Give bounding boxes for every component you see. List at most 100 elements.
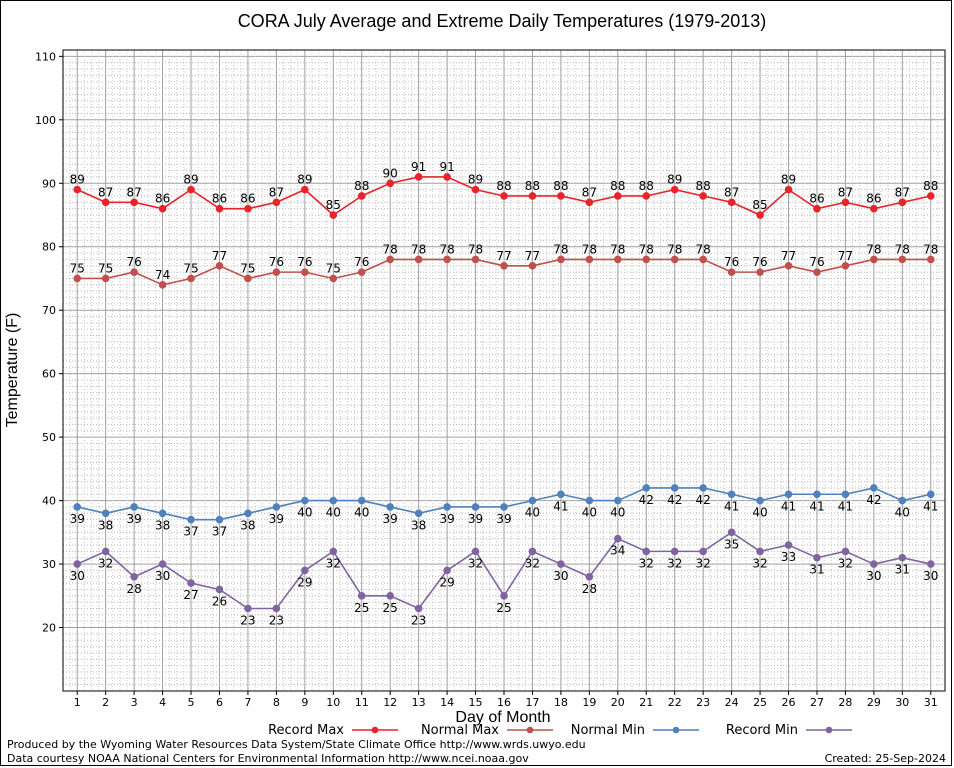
- data-point: [101, 547, 110, 556]
- data-point: [272, 198, 281, 207]
- data-label: 88: [553, 179, 568, 193]
- data-point: [73, 274, 82, 283]
- data-label: 91: [411, 160, 426, 174]
- data-label: 77: [838, 249, 853, 263]
- x-tick-label: 4: [159, 696, 166, 709]
- data-point: [642, 192, 651, 200]
- data-label: 41: [809, 499, 824, 513]
- data-label: 75: [240, 261, 255, 275]
- legend-marker: [371, 726, 379, 734]
- data-point: [784, 541, 793, 549]
- data-label: 87: [582, 185, 597, 199]
- data-point: [73, 185, 82, 194]
- data-point: [301, 268, 309, 276]
- x-tick-label: 29: [867, 696, 881, 709]
- data-label: 33: [781, 550, 796, 564]
- data-label: 41: [923, 499, 938, 513]
- chart-title: CORA July Average and Extreme Daily Temp…: [238, 11, 767, 31]
- y-tick-label: 50: [42, 431, 56, 444]
- x-tick-label: 18: [554, 696, 568, 709]
- x-tick-label: 31: [924, 696, 938, 709]
- data-point: [813, 553, 821, 562]
- data-point: [614, 534, 622, 543]
- data-point: [642, 484, 651, 492]
- data-point: [443, 503, 451, 511]
- data-point: [841, 490, 850, 499]
- x-tick-label: 9: [301, 696, 308, 709]
- data-label: 41: [724, 499, 739, 513]
- data-point: [414, 604, 423, 613]
- data-label: 75: [98, 261, 113, 275]
- data-label: 42: [639, 493, 654, 507]
- data-point: [898, 198, 907, 207]
- legend-label: Normal Max: [421, 723, 499, 738]
- data-point: [357, 268, 366, 276]
- data-point: [557, 490, 565, 499]
- x-tick-label: 27: [810, 696, 824, 709]
- data-point: [329, 496, 338, 505]
- y-tick-label: 80: [42, 241, 56, 254]
- data-point: [699, 547, 707, 556]
- data-label: 78: [866, 242, 881, 256]
- data-point: [386, 592, 394, 600]
- data-label: 38: [98, 518, 113, 532]
- data-label: 25: [496, 601, 511, 615]
- data-label: 30: [553, 569, 568, 583]
- data-label: 88: [923, 179, 938, 193]
- data-point: [158, 281, 167, 289]
- data-point: [898, 255, 907, 264]
- data-point: [244, 509, 252, 518]
- data-label: 78: [667, 242, 682, 256]
- data-label: 78: [439, 242, 454, 256]
- data-point: [73, 560, 82, 568]
- data-point: [130, 198, 138, 207]
- legend-label: Normal Min: [571, 723, 645, 738]
- data-label: 32: [838, 556, 853, 570]
- data-label: 32: [326, 556, 341, 570]
- x-tick-label: 13: [412, 696, 426, 709]
- y-tick-label: 110: [35, 50, 56, 63]
- data-point: [130, 572, 138, 581]
- data-point: [813, 204, 821, 213]
- legend-marker: [825, 726, 833, 734]
- data-point: [443, 566, 451, 575]
- data-point: [187, 274, 195, 283]
- y-tick-label: 70: [42, 304, 56, 317]
- data-point: [784, 261, 793, 270]
- data-label: 40: [326, 506, 341, 520]
- data-point: [870, 204, 878, 213]
- data-label: 30: [155, 569, 170, 583]
- data-label: 41: [553, 499, 568, 513]
- data-point: [301, 496, 309, 505]
- x-tick-label: 24: [725, 696, 739, 709]
- data-label: 39: [269, 512, 284, 526]
- data-point: [557, 255, 565, 264]
- data-label: 37: [183, 525, 198, 539]
- data-label: 39: [70, 512, 85, 526]
- data-point: [443, 173, 451, 181]
- data-point: [926, 192, 935, 200]
- data-point: [841, 198, 850, 207]
- data-point: [585, 255, 594, 264]
- data-label: 40: [297, 506, 312, 520]
- data-label: 86: [212, 192, 227, 206]
- data-label: 38: [155, 518, 170, 532]
- data-label: 75: [183, 261, 198, 275]
- data-point: [926, 255, 935, 264]
- x-tick-label: 2: [102, 696, 109, 709]
- data-point: [528, 192, 537, 200]
- data-point: [528, 547, 537, 556]
- data-point: [528, 496, 537, 505]
- data-label: 76: [809, 255, 824, 269]
- data-label: 39: [468, 512, 483, 526]
- data-point: [727, 490, 736, 499]
- data-label: 31: [809, 563, 824, 577]
- data-label: 30: [70, 569, 85, 583]
- legend-label: Record Min: [726, 723, 798, 738]
- data-point: [73, 503, 82, 511]
- series-record-max: 89 87 87 86 89 86 86 87 89 85 88 90 91 91 89 88 88 88 87 88…: [70, 160, 938, 219]
- data-label: 78: [468, 242, 483, 256]
- data-label: 76: [354, 255, 369, 269]
- data-label: 86: [809, 192, 824, 206]
